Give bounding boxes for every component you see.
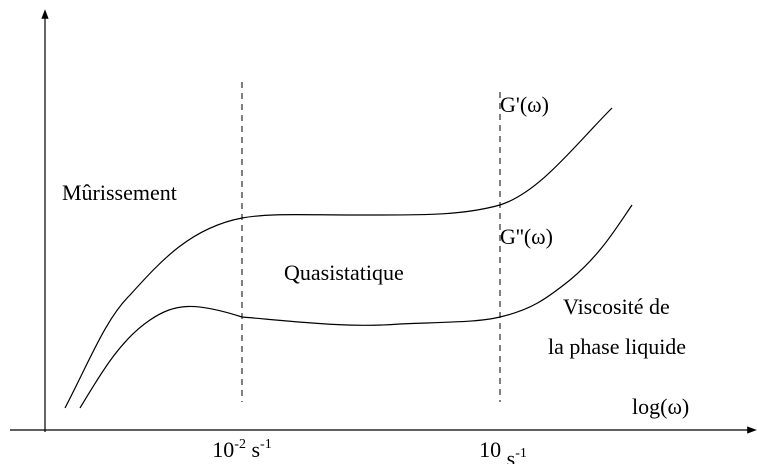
tick-unit-exponent: -1 xyxy=(515,446,527,461)
curve-label: G'(ω) xyxy=(500,92,549,117)
tick-base: 10 xyxy=(479,437,501,462)
region-label: la phase liquide xyxy=(548,334,686,359)
curve-label: G''(ω) xyxy=(500,224,553,249)
x-tick-label: 10-2 s-1 xyxy=(212,437,271,462)
tick-exponent: -2 xyxy=(234,437,246,452)
region-label: Mûrissement xyxy=(62,180,177,205)
region-label: Viscosité de xyxy=(563,294,670,319)
tick-base: 10 xyxy=(212,437,234,462)
x-axis-label: log(ω) xyxy=(632,394,689,419)
region-label: Quasistatique xyxy=(284,260,404,285)
tick-unit: s xyxy=(501,446,515,464)
storage-modulus-curve xyxy=(64,107,613,409)
tick-unit-exponent: -1 xyxy=(260,437,272,452)
loss-modulus-curve xyxy=(79,204,633,409)
x-tick-label: 10 s-1 xyxy=(479,437,527,464)
tick-unit: s xyxy=(246,437,260,462)
